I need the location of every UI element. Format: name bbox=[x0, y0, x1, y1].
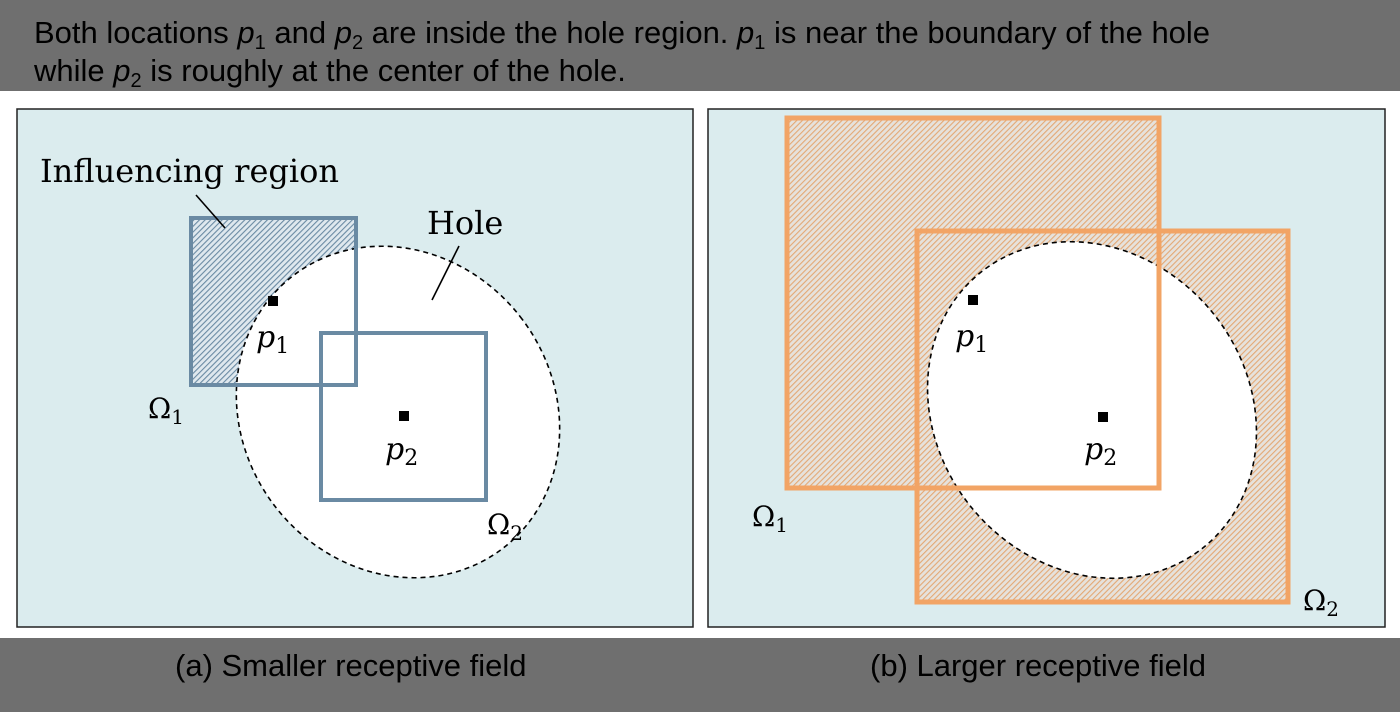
p2-label: p2 bbox=[1084, 432, 1117, 471]
panel-a: Influencing region Hole p1 p2 Ω1 Ω2 bbox=[16, 108, 694, 628]
caption-text: and bbox=[265, 15, 335, 50]
p1-subscript: 1 bbox=[275, 334, 289, 359]
caption-p2-symbol: p bbox=[113, 53, 131, 88]
panel-a-caption: (a) Smaller receptive field bbox=[175, 648, 527, 683]
p1-symbol: p bbox=[955, 319, 974, 354]
omega1-symbol: Ω bbox=[752, 500, 775, 533]
hole-fill bbox=[927, 241, 1257, 579]
hole-boundary bbox=[926, 240, 1258, 580]
receptive-field-omega1 bbox=[784, 115, 1162, 491]
caption-text: while bbox=[34, 53, 114, 88]
p2-subscript: 2 bbox=[404, 446, 418, 471]
p1-label: p1 bbox=[256, 320, 289, 359]
p2-label: p2 bbox=[385, 432, 418, 471]
omega2-subscript: 2 bbox=[510, 521, 523, 545]
p1-symbol: p bbox=[256, 320, 275, 355]
caption-text: is roughly at the center of the hole. bbox=[141, 53, 626, 88]
hole-leader-line bbox=[431, 245, 460, 301]
p1-label: p1 bbox=[955, 319, 988, 358]
influencing-leader-line bbox=[195, 194, 226, 229]
omega1-symbol: Ω bbox=[148, 392, 171, 425]
panel-b: p1 p2 Ω1 Ω2 bbox=[707, 108, 1386, 628]
caption-p1-subscript: 1 bbox=[254, 32, 266, 54]
omega2-symbol: Ω bbox=[487, 508, 510, 541]
receptive-field-omega1 bbox=[189, 216, 358, 387]
p2-subscript: 2 bbox=[1103, 446, 1117, 471]
p2-symbol: p bbox=[1084, 432, 1103, 467]
caption-p2-subscript: 2 bbox=[130, 70, 142, 92]
caption-p2-subscript: 2 bbox=[351, 32, 364, 54]
caption-text: is near the boundary of the hole bbox=[765, 15, 1211, 50]
caption-p1-symbol: p bbox=[237, 15, 255, 50]
p2-symbol: p bbox=[385, 432, 404, 467]
omega1-label: Ω1 bbox=[148, 392, 184, 429]
omega1-subscript: 1 bbox=[775, 513, 788, 537]
hole-label: Hole bbox=[427, 204, 503, 242]
caption-p1-subscript: 1 bbox=[754, 32, 766, 54]
hole-fill bbox=[236, 246, 560, 578]
omega2-label: Ω2 bbox=[1303, 584, 1339, 621]
point-p1-marker bbox=[268, 296, 278, 306]
omega2-subscript: 2 bbox=[1326, 597, 1339, 621]
omega1-subscript: 1 bbox=[171, 405, 184, 429]
receptive-field-omega2 bbox=[319, 331, 488, 502]
panel-b-caption: (b) Larger receptive field bbox=[870, 648, 1206, 683]
hole-boundary bbox=[235, 245, 561, 579]
point-p2-marker bbox=[399, 411, 409, 421]
figure-caption: Both locations p1 and p2 are inside the … bbox=[34, 14, 1384, 92]
omega1-label: Ω1 bbox=[752, 500, 788, 537]
receptive-field-omega2 bbox=[914, 228, 1291, 605]
point-p1-marker bbox=[968, 295, 978, 305]
influencing-region-label: Influencing region bbox=[40, 152, 339, 190]
p1-subscript: 1 bbox=[974, 333, 988, 358]
omega2-symbol: Ω bbox=[1303, 584, 1326, 617]
caption-text: Both locations bbox=[34, 15, 238, 50]
caption-p1-symbol: p bbox=[737, 15, 755, 50]
caption-p2-symbol: p bbox=[334, 15, 352, 50]
point-p2-marker bbox=[1098, 412, 1108, 422]
caption-text: are inside the hole region. bbox=[363, 15, 738, 50]
omega2-label: Ω2 bbox=[487, 508, 523, 545]
